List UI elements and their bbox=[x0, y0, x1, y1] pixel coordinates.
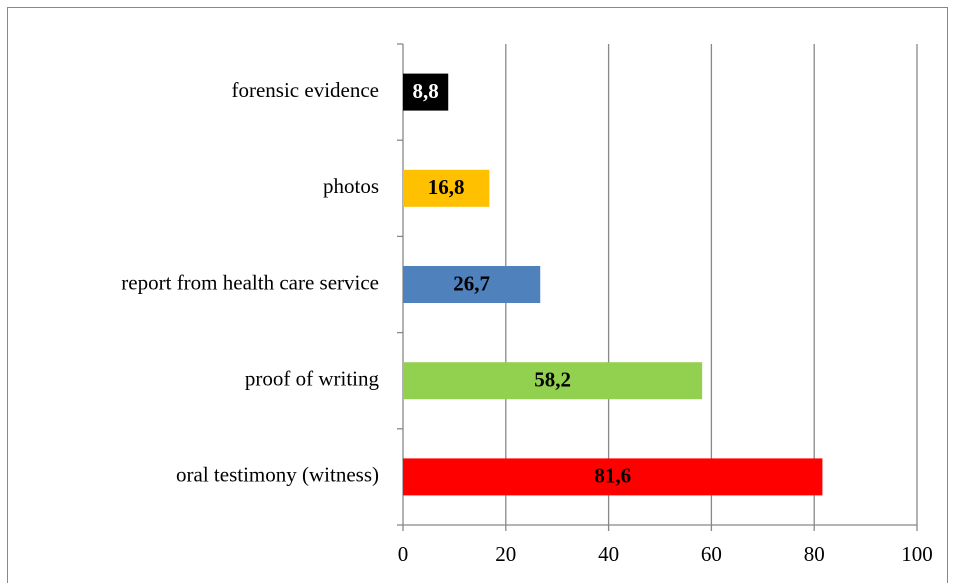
y-tick-label: proof of writing bbox=[245, 367, 380, 391]
data-label: 26,7 bbox=[453, 271, 490, 295]
data-label: 58,2 bbox=[534, 368, 571, 392]
y-tick-label: photos bbox=[323, 174, 379, 198]
bar bbox=[403, 458, 823, 496]
data-label: 81,6 bbox=[594, 464, 631, 488]
bar bbox=[403, 169, 490, 207]
y-tick-label: oral testimony (witness) bbox=[176, 463, 379, 487]
bar bbox=[403, 362, 703, 400]
x-tick-label: 0 bbox=[398, 542, 409, 566]
x-tick-label: 100 bbox=[901, 542, 933, 566]
x-tick-label: 60 bbox=[701, 542, 722, 566]
bar bbox=[403, 266, 541, 303]
x-tick-label: 80 bbox=[804, 542, 825, 566]
x-tick-label: 20 bbox=[495, 542, 516, 566]
data-label: 16,8 bbox=[428, 175, 465, 199]
y-tick-label: forensic evidence bbox=[231, 78, 379, 102]
data-label: 8,8 bbox=[412, 79, 438, 103]
x-tick-label: 40 bbox=[598, 542, 619, 566]
bar bbox=[403, 73, 449, 111]
y-tick-label: report from health care service bbox=[121, 270, 379, 294]
